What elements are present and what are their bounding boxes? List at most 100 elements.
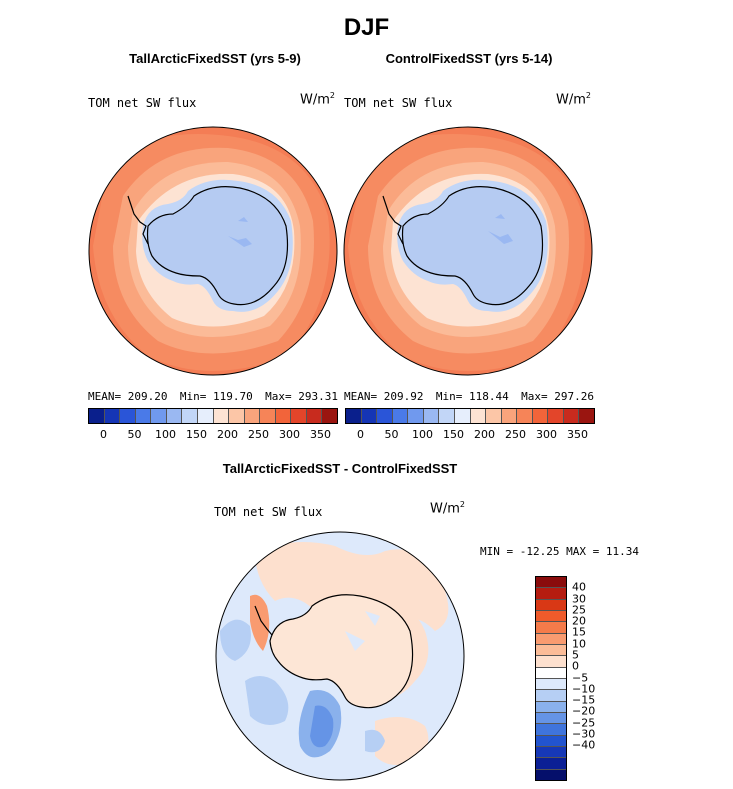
colorbar-swatch bbox=[213, 409, 230, 423]
colorbar-tick-label: 100 bbox=[412, 428, 433, 441]
colorbar-swatch bbox=[306, 409, 323, 423]
colorbar-tick-label: −5 bbox=[572, 671, 589, 684]
colorbar-swatch bbox=[260, 409, 276, 423]
colorbar-swatch bbox=[517, 409, 533, 423]
panel-1-colorbar bbox=[88, 408, 338, 424]
colorbar-swatch bbox=[166, 409, 183, 423]
panel-2-colorbar bbox=[345, 408, 595, 424]
colorbar-swatch bbox=[275, 409, 292, 423]
colorbar-swatch bbox=[182, 409, 198, 423]
colorbar-swatch bbox=[579, 409, 594, 423]
colorbar-swatch bbox=[104, 409, 121, 423]
colorbar-tick-label: 150 bbox=[186, 428, 207, 441]
colorbar-tick-label: 100 bbox=[155, 428, 176, 441]
diff-panel-field-label: TOM net SW flux bbox=[214, 505, 323, 519]
colorbar-swatch bbox=[151, 409, 167, 423]
panel-1-stats: MEAN= 209.20 Min= 119.70 Max= 293.31 bbox=[88, 390, 338, 403]
colorbar-swatch bbox=[536, 622, 566, 634]
panel-1-field-label: TOM net SW flux bbox=[88, 96, 197, 110]
colorbar-tick-label: 300 bbox=[279, 428, 300, 441]
colorbar-tick-label: −40 bbox=[572, 738, 596, 752]
diff-panel-map bbox=[215, 531, 465, 781]
panel-2-title: ControlFixedSST (yrs 5-14) bbox=[385, 51, 553, 66]
colorbar-tick-label: 350 bbox=[567, 428, 588, 441]
colorbar-swatch bbox=[346, 409, 362, 423]
colorbar-tick-label: 200 bbox=[217, 428, 238, 441]
panel-2-mean: MEAN= 209.92 bbox=[344, 390, 424, 403]
colorbar-tick-label: 200 bbox=[474, 428, 495, 441]
colorbar-swatch bbox=[120, 409, 136, 423]
colorbar-swatch bbox=[89, 409, 105, 423]
colorbar-swatch bbox=[532, 409, 549, 423]
colorbar-tick-label: 50 bbox=[384, 428, 399, 441]
colorbar-tick-label: 30 bbox=[572, 592, 586, 606]
colorbar-tick-label: 250 bbox=[505, 428, 526, 441]
colorbar-tick-label: 5 bbox=[572, 648, 579, 662]
colorbar-swatch bbox=[536, 724, 566, 736]
colorbar-swatch bbox=[536, 746, 566, 759]
panel-1-mean: MEAN= 209.20 bbox=[88, 390, 168, 403]
panel-2-field-label: TOM net SW flux bbox=[344, 96, 453, 110]
colorbar-tick-label: 0 bbox=[572, 659, 579, 673]
colorbar-swatch bbox=[244, 409, 261, 423]
panel-1-min: Min= 119.70 bbox=[179, 390, 253, 403]
colorbar-swatch bbox=[423, 409, 440, 423]
colorbar-swatch bbox=[563, 409, 580, 423]
colorbar-tick-label: 150 bbox=[443, 428, 464, 441]
figure-title: DJF bbox=[343, 14, 390, 41]
colorbar-tick-label: 300 bbox=[536, 428, 557, 441]
diff-panel-minmax: MIN = -12.25 MAX = 11.34 bbox=[480, 545, 639, 558]
colorbar-swatch bbox=[536, 769, 566, 780]
colorbar-swatch bbox=[536, 690, 566, 702]
colorbar-tick-label: 10 bbox=[572, 637, 586, 651]
colorbar-swatch bbox=[536, 712, 566, 725]
panel-2-map bbox=[343, 126, 593, 376]
diff-colorbar bbox=[535, 576, 567, 781]
colorbar-swatch bbox=[439, 409, 455, 423]
colorbar-tick-label: 50 bbox=[127, 428, 142, 441]
colorbar-tick-label: 350 bbox=[310, 428, 331, 441]
colorbar-swatch bbox=[536, 588, 566, 600]
panel-2-units: W/m2 bbox=[556, 91, 591, 108]
colorbar-tick-label: −15 bbox=[572, 693, 596, 707]
colorbar-tick-label: −30 bbox=[572, 727, 596, 741]
colorbar-swatch bbox=[377, 409, 393, 423]
colorbar-swatch bbox=[536, 678, 566, 691]
colorbar-swatch bbox=[408, 409, 424, 423]
colorbar-swatch bbox=[322, 409, 337, 423]
diff-panel-title: TallArcticFixedSST - ControlFixedSST bbox=[222, 461, 458, 476]
colorbar-tick-label: −10 bbox=[572, 682, 596, 696]
colorbar-swatch bbox=[135, 409, 152, 423]
colorbar-tick-label: 15 bbox=[572, 625, 586, 639]
panel-2-max: Max= 297.26 bbox=[521, 390, 594, 403]
colorbar-swatch bbox=[536, 701, 566, 713]
colorbar-swatch bbox=[291, 409, 307, 423]
colorbar-tick-label: 40 bbox=[572, 580, 586, 594]
colorbar-swatch bbox=[536, 599, 566, 611]
panel-1-map bbox=[88, 126, 338, 376]
colorbar-tick-label: −20 bbox=[572, 704, 596, 718]
colorbar-tick-label: 250 bbox=[248, 428, 269, 441]
panel-2-stats: MEAN= 209.92 Min= 118.44 Max= 297.26 bbox=[344, 390, 594, 403]
panel-1-title: TallArcticFixedSST (yrs 5-9) bbox=[129, 51, 301, 66]
panel-1-units: W/m2 bbox=[300, 91, 335, 108]
colorbar-swatch bbox=[470, 409, 487, 423]
colorbar-swatch bbox=[536, 644, 566, 657]
colorbar-swatch bbox=[229, 409, 245, 423]
colorbar-swatch bbox=[454, 409, 471, 423]
colorbar-swatch bbox=[548, 409, 564, 423]
colorbar-tick-label: 25 bbox=[572, 603, 586, 617]
diff-panel-units: W/m2 bbox=[430, 500, 465, 517]
panel-2-min: Min= 118.44 bbox=[435, 390, 509, 403]
colorbar-swatch bbox=[536, 667, 566, 679]
colorbar-swatch bbox=[536, 577, 566, 589]
panel-1-max: Max= 293.31 bbox=[265, 390, 338, 403]
colorbar-swatch bbox=[501, 409, 518, 423]
colorbar-swatch bbox=[197, 409, 214, 423]
colorbar-tick-label: 0 bbox=[357, 428, 364, 441]
colorbar-swatch bbox=[486, 409, 502, 423]
colorbar-swatch bbox=[361, 409, 378, 423]
colorbar-swatch bbox=[536, 656, 566, 668]
colorbar-tick-label: −25 bbox=[572, 716, 596, 730]
colorbar-swatch bbox=[536, 735, 566, 747]
